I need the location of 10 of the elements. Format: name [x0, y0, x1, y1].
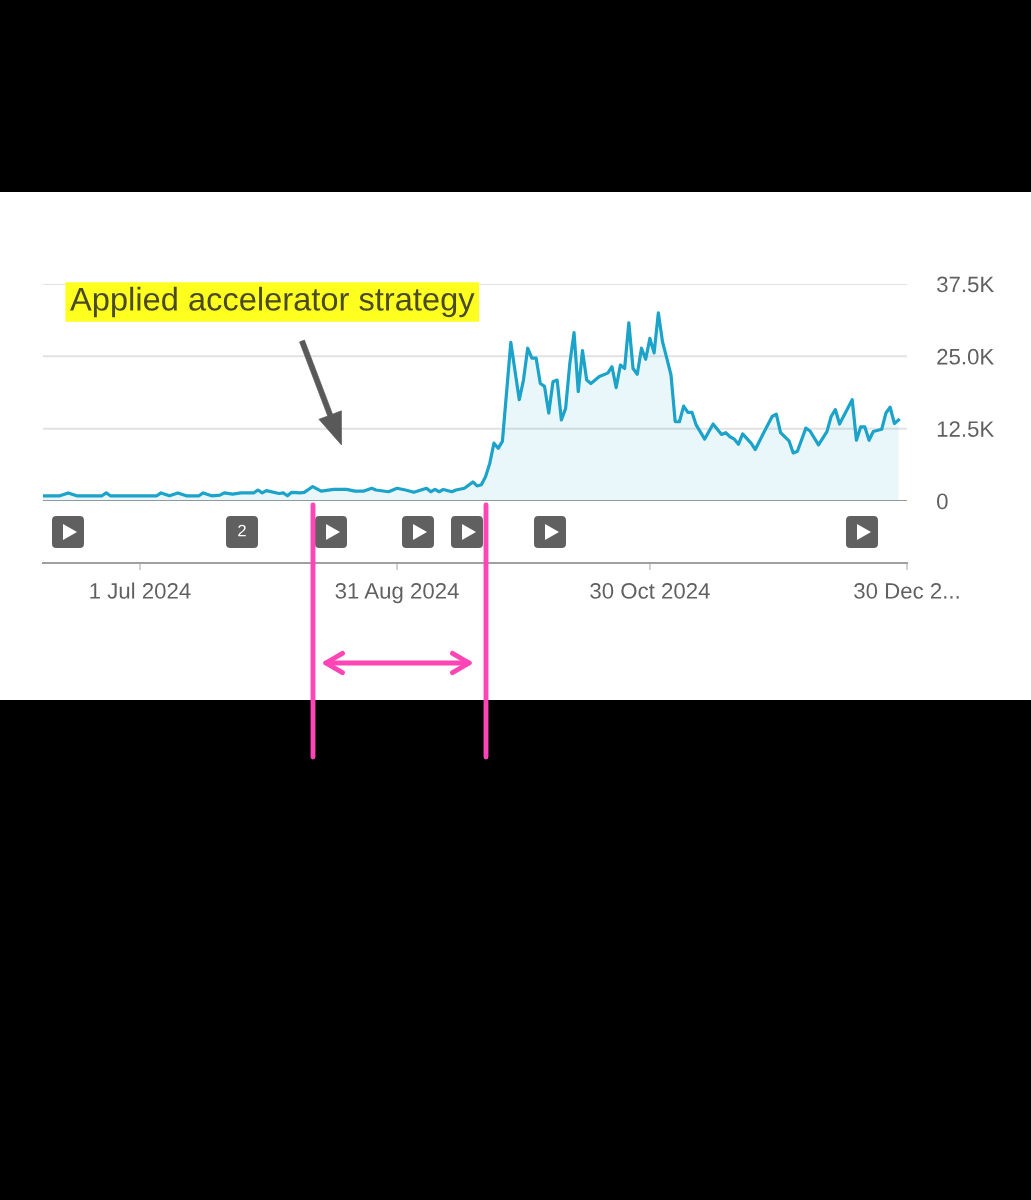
y-tick-label: 12.5K: [937, 421, 994, 437]
annotation: Applied accelerator strategy: [70, 286, 475, 318]
y-tick-label: 37.5K: [937, 276, 994, 293]
text: 2: [238, 524, 246, 537]
x-tick-label: 30 Oct 2024: [590, 583, 710, 599]
x-tick-label: 31 Aug 2024: [335, 583, 459, 604]
x-tick-label: 1 Jul 2024: [90, 582, 191, 599]
y-tick-label: 25.0K: [937, 348, 994, 365]
y-tick-label: 0: [937, 493, 948, 510]
x-tick-label: 30 Dec 2...: [854, 583, 959, 599]
